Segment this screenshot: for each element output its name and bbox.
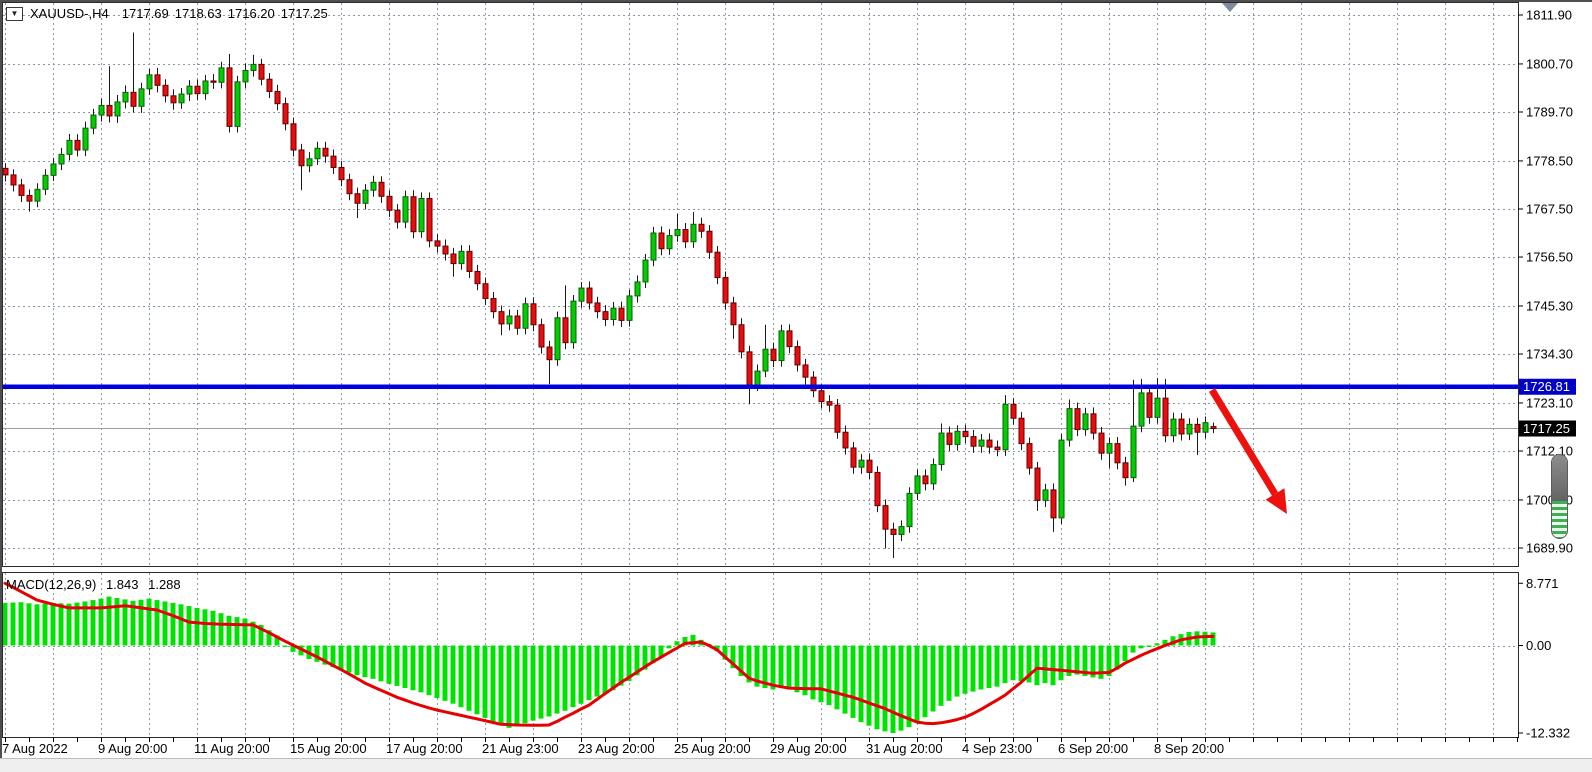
price-axis-label: 1756.50 — [1526, 250, 1573, 265]
price-axis-label: 1778.50 — [1526, 153, 1573, 168]
candles-layer — [2, 32, 1217, 559]
macd-axis-label: 0.00 — [1526, 638, 1551, 653]
price-axis: 1811.90 1800.70 1789.70 1778.50 1767.50 1756.… — [1518, 8, 1573, 556]
time-axis-label: 4 Sep 23:00 — [962, 741, 1032, 756]
symbol-collapse-icon[interactable]: ▼ — [6, 6, 23, 21]
macd-pane-border — [2, 572, 1519, 738]
hline-price-tag-text: 1726.81 — [1523, 379, 1570, 394]
price-axis-label: 1800.70 — [1526, 56, 1573, 71]
scrollbar-thumb[interactable] — [1551, 454, 1568, 539]
main-pane-border — [2, 2, 1519, 567]
close-value: 1717.25 — [280, 6, 328, 21]
time-axis-label: 11 Aug 20:00 — [194, 741, 270, 756]
macd-axis-label: 8.771 — [1526, 576, 1559, 591]
price-axis-label: 1789.70 — [1526, 104, 1573, 119]
time-axis-label: 31 Aug 20:00 — [866, 741, 943, 756]
time-axis-label: 8 Sep 20:00 — [1154, 741, 1224, 756]
open-value: 1717.69 — [121, 6, 169, 21]
time-axis-label: 9 Aug 20:00 — [98, 741, 167, 756]
hline-price-tag — [1519, 378, 1576, 395]
macd-axis: 8.771 0.00 -12.332 — [1518, 576, 1570, 741]
current-price-tag-text: 1717.25 — [1523, 421, 1570, 436]
current-price-tag — [1519, 420, 1576, 437]
ohlc-values: 1717.69 1718.63 1716.20 1717.25 — [116, 6, 328, 21]
time-axis-label: 17 Aug 20:00 — [386, 741, 463, 756]
price-axis-label: 1811.90 — [1526, 8, 1572, 23]
status-bar — [0, 758, 1592, 772]
macd-signal-value: 1.288 — [148, 577, 181, 592]
time-axis: 7 Aug 2022 9 Aug 20:00 11 Aug 20:00 15 Aug … — [2, 737, 1518, 756]
time-axis-label: 29 Aug 20:00 — [770, 741, 847, 756]
chart-shift-marker-icon[interactable] — [1222, 3, 1238, 12]
low-value: 1716.20 — [227, 6, 275, 21]
scrollbar-thumb-grip — [1552, 501, 1567, 538]
macd-signal-line — [3, 581, 1215, 727]
macd-main-value: 1.843 — [105, 577, 139, 592]
symbol-ohlc-header: ▼ XAUUSD-,H4 1717.69 1718.63 1716.20 1717.2… — [6, 6, 328, 21]
time-axis-label: 7 Aug 2022 — [2, 741, 68, 756]
time-axis-label: 6 Sep 20:00 — [1058, 741, 1128, 756]
price-axis-label: 1745.30 — [1526, 298, 1573, 313]
price-axis-label: 1767.50 — [1526, 201, 1573, 216]
macd-axis-label: -12.332 — [1526, 726, 1570, 741]
time-axis-label: 21 Aug 23:00 — [482, 741, 559, 756]
price-axis-label: 1689.90 — [1526, 541, 1573, 556]
time-axis-label: 23 Aug 20:00 — [578, 741, 655, 756]
price-axis-label: 1723.10 — [1526, 395, 1573, 410]
high-value: 1718.63 — [174, 6, 222, 21]
down-arrow-annotation[interactable] — [1209, 388, 1287, 514]
price-axis-label: 1734.30 — [1526, 347, 1573, 362]
scrollbar-thumb-cap — [1552, 455, 1567, 501]
macd-name-label: MACD(12,26,9) — [6, 577, 97, 592]
symbol-timeframe-label: XAUUSD-,H4 — [30, 6, 109, 21]
time-axis-label: 15 Aug 20:00 — [290, 741, 367, 756]
time-axis-label: 25 Aug 20:00 — [674, 741, 751, 756]
macd-indicator-header: MACD(12,26,9) 1.843 1.288 — [6, 577, 187, 592]
